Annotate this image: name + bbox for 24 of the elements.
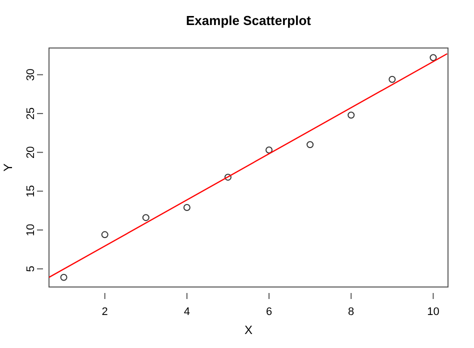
point: [306, 141, 314, 148]
y-axis-title: Y: [1, 163, 15, 172]
point: [388, 76, 396, 83]
point: [266, 146, 273, 154]
x-axis-title: X: [244, 323, 253, 337]
x-tick-label: 4: [184, 306, 190, 318]
chart-title: Example Scatterplot: [186, 13, 312, 28]
x-tick-label: 8: [348, 306, 354, 318]
point: [101, 231, 108, 238]
y-tick-label: 15: [25, 185, 37, 198]
point: [60, 274, 68, 281]
y-tick-label: 30: [25, 68, 37, 81]
point: [348, 112, 355, 119]
x-tick-label: 2: [102, 306, 108, 318]
x-tick-label: 6: [266, 306, 272, 318]
y-tick-label: 20: [25, 146, 37, 158]
point: [183, 204, 190, 211]
y-tick-label: 5: [25, 266, 37, 272]
point: [430, 54, 437, 62]
y-tick-label: 25: [25, 107, 37, 120]
x-tick-label: 10: [427, 306, 440, 318]
point: [224, 174, 232, 181]
y-tick-label: 10: [25, 224, 37, 236]
point: [142, 214, 150, 222]
